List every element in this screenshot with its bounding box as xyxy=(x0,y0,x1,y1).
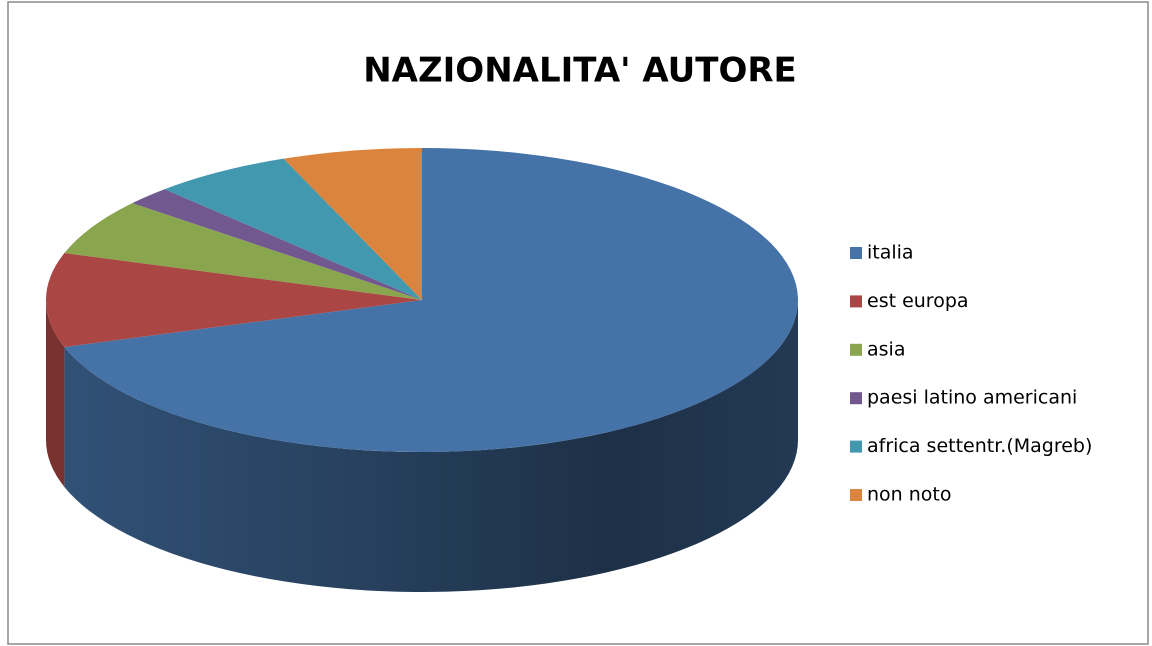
chart-title: NAZIONALITA' AUTORE xyxy=(363,51,797,91)
legend-label: italia xyxy=(867,242,914,264)
legend-swatch xyxy=(850,247,862,259)
pie-slice xyxy=(64,148,799,452)
legend-swatch xyxy=(850,440,862,453)
legend: italia est europa asia paesi latino america… xyxy=(850,242,1092,506)
pie-slice-side xyxy=(46,300,65,487)
pie-slice xyxy=(283,148,422,300)
legend-swatch xyxy=(850,295,862,308)
legend-label: asia xyxy=(867,338,905,360)
legend-swatch xyxy=(850,392,862,405)
pie-slice xyxy=(132,189,422,300)
legend-label: est europa xyxy=(867,290,969,312)
legend-label: non noto xyxy=(867,484,952,506)
pie-slice xyxy=(64,203,423,300)
legend-label: paesi latino americani xyxy=(867,387,1077,409)
legend-label: africa settentr.(Magreb) xyxy=(867,435,1092,457)
legend-swatch xyxy=(850,343,862,356)
pie xyxy=(46,148,799,592)
pie-slice xyxy=(164,158,422,300)
pie-slice xyxy=(46,253,422,347)
pie-slice-side xyxy=(64,300,798,592)
legend-swatch xyxy=(850,489,862,501)
